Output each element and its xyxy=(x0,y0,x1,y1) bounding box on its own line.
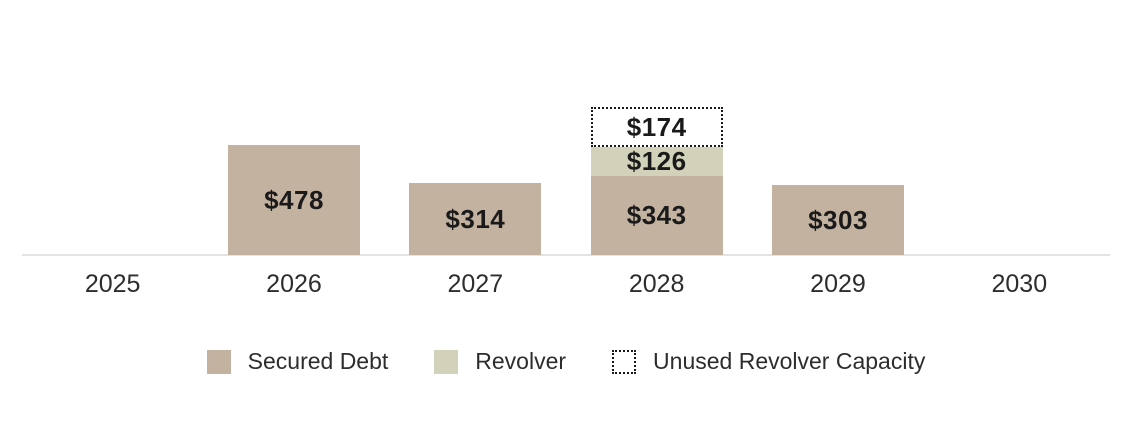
x-axis-label-2030: 2030 xyxy=(991,270,1048,298)
legend-label: Unused Revolver Capacity xyxy=(653,348,926,374)
x-axis-label-2025: 2025 xyxy=(84,270,141,298)
bar-segment-unused-revolver-capacity-2028: $174 xyxy=(590,107,723,147)
bar-segment-revolver-2028: $126 xyxy=(590,146,723,176)
bar-segment-secured-debt-2027: $314 xyxy=(409,183,542,255)
legend-swatch-icon xyxy=(434,349,459,374)
bar-segment-secured-debt-2029: $303 xyxy=(772,185,904,255)
x-axis-label-2029: 2029 xyxy=(810,270,866,298)
legend-swatch-icon xyxy=(612,349,637,374)
bar-value-label: $174 xyxy=(626,111,687,142)
legend-item-secured-debt: Secured Debt xyxy=(206,348,389,375)
bar-value-label: $126 xyxy=(626,146,687,176)
legend: Secured Debt Revolver Unused Revolver Capa… xyxy=(0,348,1132,375)
bar-value-label: $314 xyxy=(445,203,506,234)
bar-segment-secured-debt-2026: $478 xyxy=(228,145,360,255)
legend-swatch-icon xyxy=(206,349,231,374)
x-axis-label-2028: 2028 xyxy=(628,270,685,298)
bar-value-label: $343 xyxy=(626,200,687,230)
x-axis-label-2026: 2026 xyxy=(266,270,322,298)
legend-label: Revolver xyxy=(475,348,567,374)
x-axis-label-2027: 2027 xyxy=(447,270,504,298)
legend-item-revolver: Revolver xyxy=(434,348,566,375)
legend-item-unused-revolver-capacity: Unused Revolver Capacity xyxy=(612,348,925,375)
legend-label: Secured Debt xyxy=(247,348,389,374)
bar-value-label: $303 xyxy=(808,204,868,235)
bar-segment-secured-debt-2028: $343 xyxy=(590,176,723,255)
x-axis-line xyxy=(22,254,1110,256)
bar-value-label: $478 xyxy=(264,184,324,215)
